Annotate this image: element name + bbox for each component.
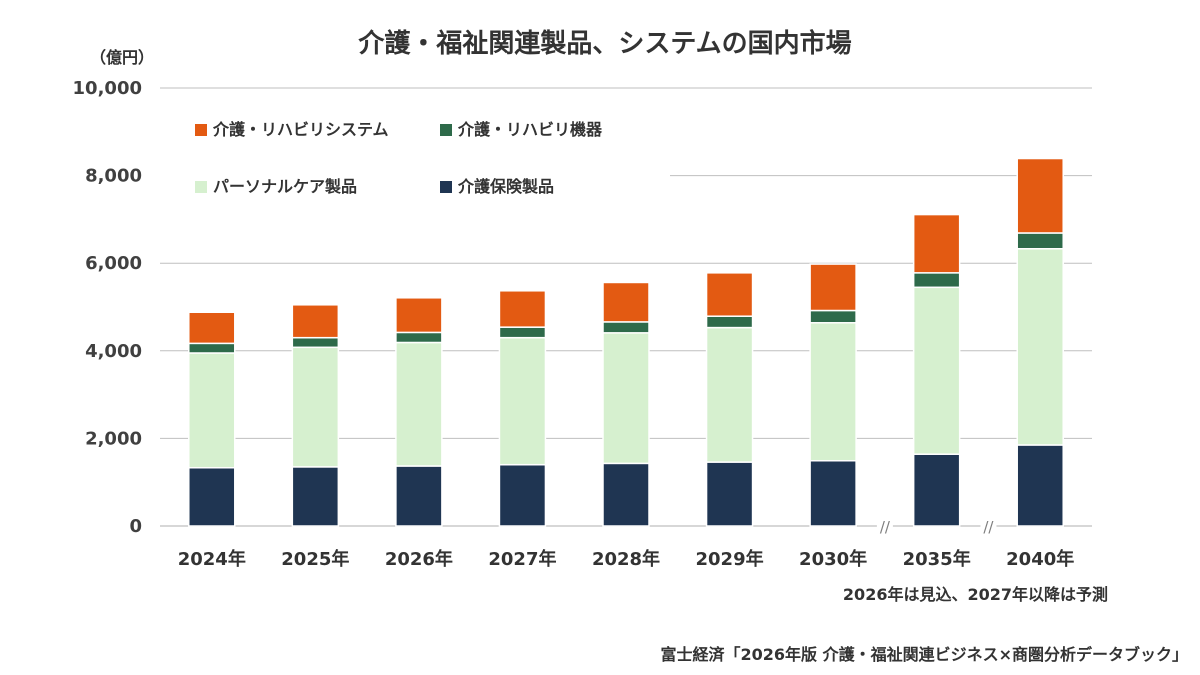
legend-swatch: [195, 181, 207, 193]
bars: [188, 157, 1064, 527]
y-tick-label: 8,000: [85, 166, 142, 187]
bar-segment: [498, 336, 547, 466]
chart-title: 介護・福祉関連製品、システムの国内市場: [357, 28, 851, 59]
x-tick-label: 2025年: [281, 548, 349, 570]
x-tick-label: 2029年: [696, 548, 764, 570]
bar-segment: [395, 331, 443, 344]
y-tick-label: 2,000: [85, 428, 142, 449]
bar-segment: [809, 263, 857, 312]
bar-segment: [291, 346, 340, 468]
source-note: 富士経済「2026年版 介護・福祉関連ビジネス×商圏分析データブック」: [660, 645, 1188, 664]
bar-segment: [188, 466, 236, 527]
bar-segment: [1016, 247, 1064, 446]
legend-label: パーソナルケア製品: [213, 177, 357, 196]
axis-break-gap: [876, 523, 893, 529]
legend-label: 介護・リハビリシステム: [212, 120, 389, 139]
bar-segment: [1016, 444, 1064, 527]
bar-segment: [912, 272, 961, 289]
bar-segment: [912, 286, 961, 455]
x-axis-ticks: 2024年 2025年 2026年 2027年 2028年 2029年 2030年 2035年…: [178, 548, 1075, 570]
legend-label: 介護保険製品: [457, 177, 554, 196]
bar-segment: [188, 342, 236, 354]
forecast-note: 2026年は見込、2027年以降は予測: [843, 585, 1108, 604]
bar-segment: [188, 311, 236, 345]
y-tick-label: 10,000: [73, 78, 142, 99]
bar-segment: [912, 453, 961, 527]
bar-segment: [498, 463, 547, 527]
bar-segment: [291, 336, 340, 349]
bar-segment: [809, 309, 857, 324]
bar-segment: [498, 290, 547, 328]
bar-segment: [1016, 157, 1064, 234]
bar-segment: [602, 462, 650, 527]
legend-swatch: [440, 124, 452, 136]
y-tick-label: 0: [129, 516, 142, 537]
bar-segment: [395, 297, 443, 334]
bar-segment: [498, 326, 547, 339]
y-tick-label: 4,000: [85, 341, 142, 362]
x-tick-label: 2030年: [799, 548, 867, 570]
x-tick-label: 2035年: [903, 548, 971, 570]
y-axis-ticks: 0 2,000 4,000 6,000 8,000 10,000: [73, 78, 142, 537]
bar-segment: [705, 272, 754, 317]
axis-break-mark: //: [880, 518, 891, 536]
bar-segment: [705, 315, 754, 329]
bar-segment: [809, 322, 857, 462]
legend-swatch: [440, 181, 452, 193]
bar-segment: [705, 461, 754, 527]
bar-segment: [395, 341, 443, 467]
axis-breaks: // //: [876, 518, 997, 536]
bar-segment: [602, 281, 650, 323]
bar-segment: [602, 332, 650, 465]
bar-segment: [291, 466, 340, 527]
bar-segment: [291, 304, 340, 339]
x-tick-label: 2027年: [488, 548, 556, 570]
x-tick-label: 2040年: [1006, 548, 1074, 570]
bar-segment: [188, 352, 236, 469]
axis-break-mark: //: [983, 518, 994, 536]
legend-label: 介護・リハビリ機器: [457, 120, 603, 139]
bar-segment: [1016, 232, 1064, 250]
bar-segment: [705, 326, 754, 463]
bar-segment: [912, 213, 961, 274]
bar-segment: [809, 459, 857, 527]
bar-segment: [602, 321, 650, 334]
x-tick-label: 2024年: [178, 548, 246, 570]
legend-swatch: [195, 124, 207, 136]
x-tick-label: 2028年: [592, 548, 660, 570]
axis-break-gap: [980, 523, 997, 529]
bar-segment: [395, 465, 443, 527]
y-tick-label: 6,000: [85, 253, 142, 274]
x-tick-label: 2026年: [385, 548, 453, 570]
y-axis-unit-label: （億円）: [90, 48, 154, 67]
